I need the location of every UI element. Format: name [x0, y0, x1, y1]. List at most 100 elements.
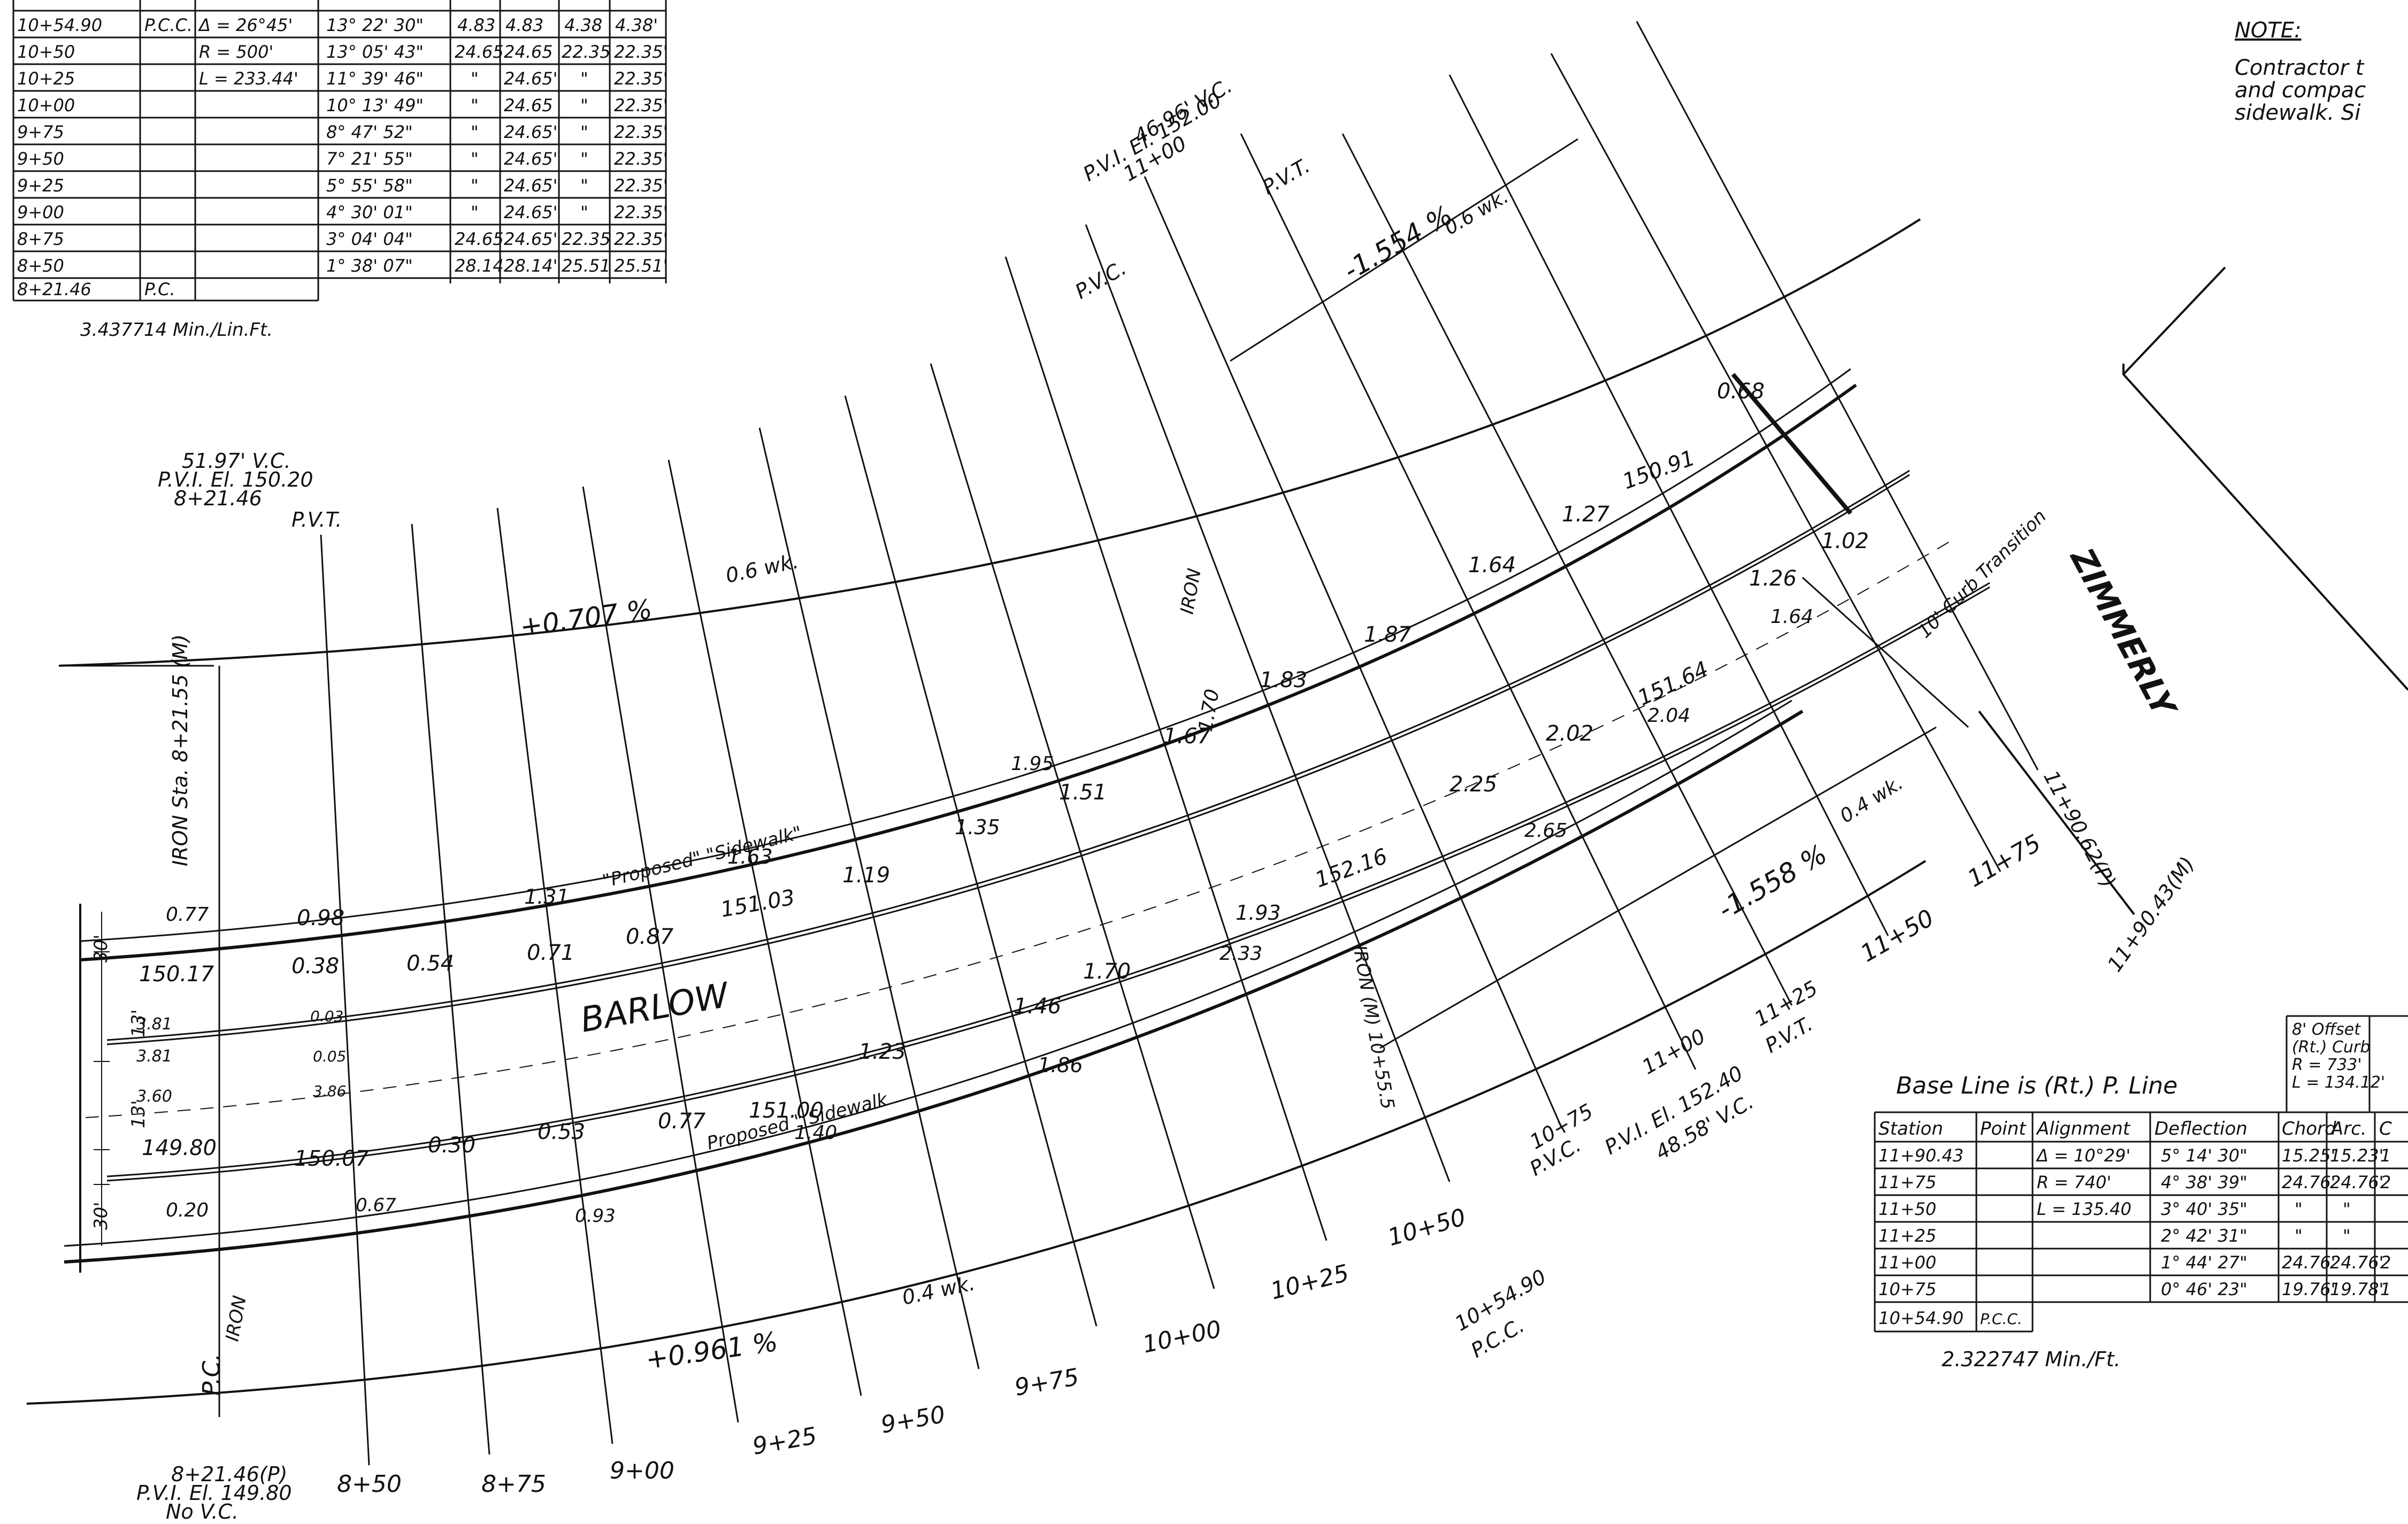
- station-975: 9+75: [1013, 1364, 1081, 1402]
- top-table-r3-c3: ": [580, 95, 588, 116]
- top-table-r5-c4: 22.35': [614, 149, 668, 169]
- station-1175: 11+75: [1963, 829, 2045, 893]
- elev-150-17: 150.17: [139, 962, 214, 987]
- elev-3-81-a: 3.81: [136, 1015, 172, 1034]
- station-875: 8+75: [481, 1471, 546, 1498]
- bt-r0-c: 1: [2380, 1145, 2391, 1166]
- elev-0-30: 0.30: [428, 1133, 476, 1158]
- elev-0-20: 0.20: [166, 1199, 209, 1221]
- top-table-r2-c4: 22.35': [614, 68, 668, 89]
- top-table-r1-defl: 13° 05' 43": [326, 42, 424, 62]
- elev-151-64: 151.64: [1634, 657, 1712, 711]
- top-table-r1-c2: 24.65: [504, 42, 553, 62]
- station-1050: 10+50: [1385, 1204, 1469, 1252]
- station-950: 9+50: [879, 1401, 947, 1439]
- elev-0-93: 0.93: [575, 1205, 616, 1227]
- bottom-vc-line-1: 11+00: [1638, 1024, 1709, 1079]
- bt-r5-defl: 0° 46' 23": [2161, 1279, 2248, 1299]
- dim-13-top: 13': [128, 1009, 149, 1037]
- bt-r6-station: 10+54.90: [1878, 1308, 1964, 1328]
- top-table-r5-defl: 7° 21' 55": [326, 149, 413, 169]
- bottom-left-line-1: 8+21.46(P): [171, 1463, 287, 1486]
- elev-3-86: 3.86: [313, 1082, 346, 1100]
- top-table-r8-station: 8+75: [17, 229, 64, 249]
- elev-150-07: 150.07: [294, 1146, 370, 1171]
- top-table-r4-station: 9+75: [17, 122, 64, 142]
- top-table-r9-station: 8+50: [17, 256, 64, 276]
- bottom-curve-table: Base Line is (Rt.) P. Line 8' Offset (Rt…: [1874, 1015, 2408, 1371]
- dim-13-bottom: 13': [128, 1100, 149, 1128]
- top-table-r6-c1: ": [471, 175, 479, 196]
- top-table-r7-c4: 22.35': [614, 202, 668, 222]
- bt-r1-defl: 4° 38' 39": [2161, 1172, 2248, 1192]
- top-table-r3-defl: 10° 13' 49": [326, 95, 424, 116]
- top-table-r9-c4: 25.51': [614, 256, 668, 276]
- elev-1-64-b: 1.64: [1770, 606, 1813, 628]
- elev-3-60: 3.60: [136, 1087, 172, 1106]
- elev-1-64: 1.64: [1468, 553, 1516, 578]
- elev-1-63: 1.63: [727, 845, 773, 868]
- top-table-r6-c2: 24.65': [504, 175, 557, 196]
- top-table-r5-c1: ": [471, 149, 479, 169]
- elev-149-80: 149.80: [142, 1136, 217, 1160]
- bt-r2-arc: ": [2343, 1199, 2351, 1219]
- top-table-r4-c4: 22.35': [614, 122, 668, 142]
- pc-label: P.C.: [198, 1353, 225, 1396]
- station-labels: 8+50 8+75 9+00 9+25 9+50 9+75 10+00 10+2…: [337, 829, 2045, 1498]
- bt-r2-defl: 3° 40' 35": [2161, 1199, 2248, 1219]
- top-pvt-label: P.V.T.: [1259, 154, 1314, 199]
- top-table-r1-align: R = 500': [199, 42, 273, 62]
- elev-0-38: 0.38: [292, 954, 339, 979]
- elev-0-05: 0.05: [313, 1048, 346, 1065]
- iron-bottom-label: IRON: [221, 1294, 250, 1343]
- note-line-3: sidewalk. Si: [2235, 101, 2360, 125]
- top-table-r9-defl: 1° 38' 07": [326, 256, 413, 276]
- bottom-table-title: Base Line is (Rt.) P. Line: [1896, 1072, 2177, 1099]
- top-table-r0-station: 10+54.90: [17, 15, 102, 35]
- misc-labels: IRON Sta. 8+21.55 (M) IRON IRON (M) 10+5…: [90, 505, 2051, 1343]
- grade-label-g2: +0.961 %: [644, 1326, 780, 1375]
- note-line-2: and compac: [2235, 78, 2366, 103]
- bottom-left-line-3: No V.C.: [166, 1500, 239, 1523]
- top-table-r2-align: L = 233.44': [199, 68, 298, 89]
- elev-1-31: 1.31: [524, 885, 570, 909]
- road-linework: [26, 21, 2408, 1466]
- top-table-r10-station: 8+21.46: [17, 279, 91, 299]
- elev-0-67: 0.67: [356, 1195, 396, 1216]
- top-table-r3-c2: 24.65: [504, 95, 553, 116]
- bottom-table-h-defl: Deflection: [2154, 1118, 2248, 1140]
- top-table-r2-c3: ": [580, 68, 588, 89]
- left-vc-line-1: 51.97' V.C.: [182, 449, 291, 473]
- elev-1-87: 1.87: [1364, 622, 1412, 647]
- iron-sta-label: IRON Sta. 8+21.55 (M): [168, 634, 192, 866]
- top-table-r7-c2: 24.65': [504, 202, 557, 222]
- offset-header-line-4: L = 134.12': [2292, 1073, 2385, 1092]
- top-curve-table: 10+54.90 P.C.C. Δ = 26°45' 13° 22' 30" 4…: [12, 0, 668, 341]
- top-table-r8-c3: 22.35: [562, 229, 611, 249]
- top-table-r1-station: 10+50: [17, 42, 75, 62]
- top-table-r3-station: 10+00: [17, 95, 75, 116]
- bt-r1-station: 11+75: [1878, 1172, 1936, 1192]
- elev-0-98: 0.98: [297, 906, 344, 930]
- bt-r2-station: 11+50: [1878, 1199, 1936, 1219]
- bt-r5-chord: 19.76': [2282, 1279, 2335, 1299]
- top-table-r8-c4: 22.35': [614, 229, 668, 249]
- offset-header-line-3: R = 733': [2292, 1056, 2362, 1074]
- top-table-r3-c4: 22.35': [614, 95, 668, 116]
- bottom-table-h-c: C: [2379, 1118, 2392, 1140]
- elev-2-65: 2.65: [1524, 820, 1567, 842]
- top-table-r0-defl: 13° 22' 30": [326, 15, 424, 35]
- elev-3-81-b: 3.81: [136, 1047, 172, 1066]
- bt-r3-chord: ": [2295, 1226, 2303, 1246]
- top-table-r1-c1: 24.65: [455, 42, 504, 62]
- station-1190-p: 11+90.62(P): [2039, 767, 2120, 892]
- bottom-table-h-arc: Arc.: [2330, 1118, 2367, 1140]
- wk-label-top-right: 0.6 wk.: [1441, 186, 1512, 240]
- grade-label-g3: -1.554 %: [1338, 199, 1458, 287]
- dim-30-top: 30': [90, 934, 112, 963]
- bt-r3-arc: ": [2343, 1226, 2351, 1246]
- bt-r5-c: 1: [2380, 1279, 2391, 1299]
- station-925: 9+25: [750, 1422, 819, 1460]
- bt-r5-arc: 19.78': [2330, 1279, 2383, 1299]
